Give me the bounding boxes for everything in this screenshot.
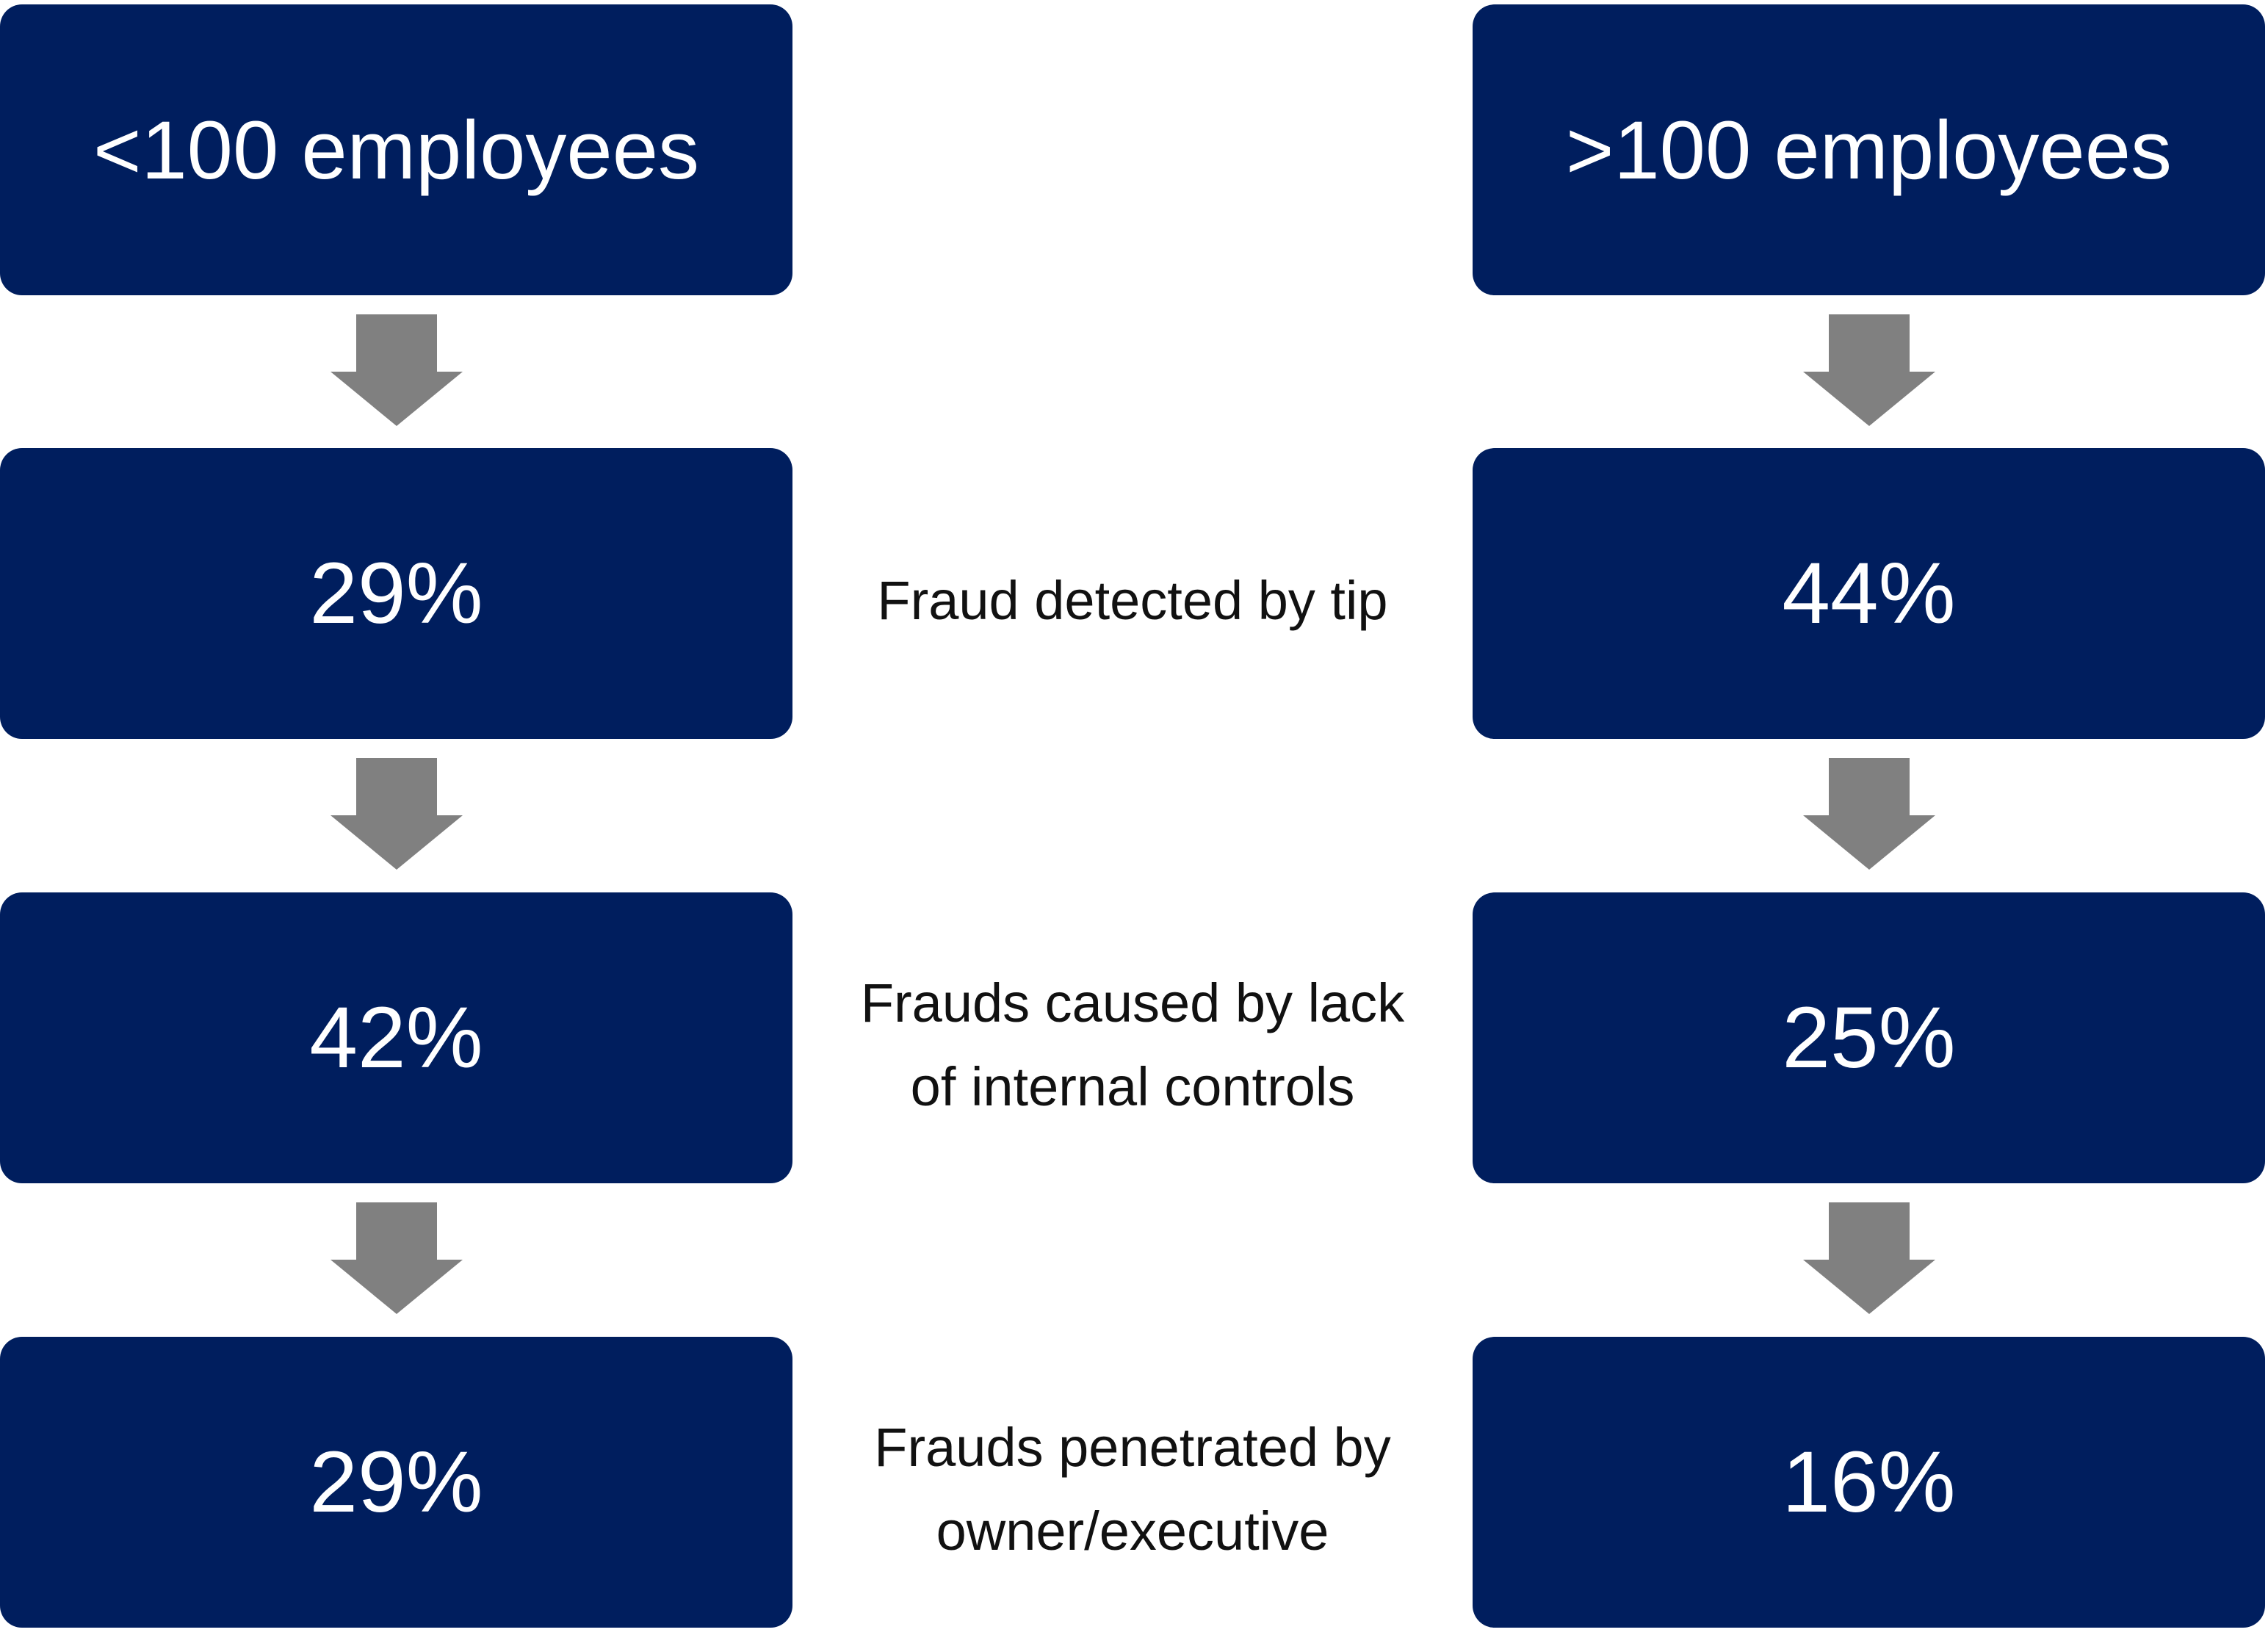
- arrow-shape: [1802, 758, 1935, 870]
- value-box: 25%: [1473, 892, 2265, 1183]
- label-line: Frauds caused by lack: [860, 972, 1405, 1033]
- row-label: Fraud detected by tip: [792, 455, 1473, 746]
- arrow: [330, 314, 463, 426]
- arrow: [1802, 314, 1935, 426]
- arrow: [330, 758, 463, 870]
- arrow-shape: [330, 314, 463, 426]
- arrow: [1802, 1202, 1935, 1314]
- value-box: 16%: [1473, 1337, 2265, 1628]
- value-box: 44%: [1473, 448, 2265, 739]
- value-box: 29%: [0, 1337, 792, 1628]
- arrow-shape: [330, 758, 463, 870]
- label-line: of internal controls: [910, 1056, 1355, 1117]
- value-box: 29%: [0, 448, 792, 739]
- header-box: >100 employees: [1473, 4, 2265, 295]
- label-line: Fraud detected by tip: [877, 570, 1388, 631]
- row-label: Frauds caused by lack of internal control…: [792, 900, 1473, 1191]
- arrow-shape: [1802, 1202, 1935, 1314]
- arrow: [1802, 758, 1935, 870]
- label-line: Frauds penetrated by: [874, 1417, 1391, 1478]
- arrow-shape: [1802, 314, 1935, 426]
- arrow-shape: [330, 1202, 463, 1314]
- value-box: 42%: [0, 892, 792, 1183]
- label-line: owner/executive: [936, 1501, 1329, 1562]
- header-box: <100 employees: [0, 4, 792, 295]
- row-label: Frauds penetrated by owner/executive: [792, 1344, 1473, 1635]
- arrow: [330, 1202, 463, 1314]
